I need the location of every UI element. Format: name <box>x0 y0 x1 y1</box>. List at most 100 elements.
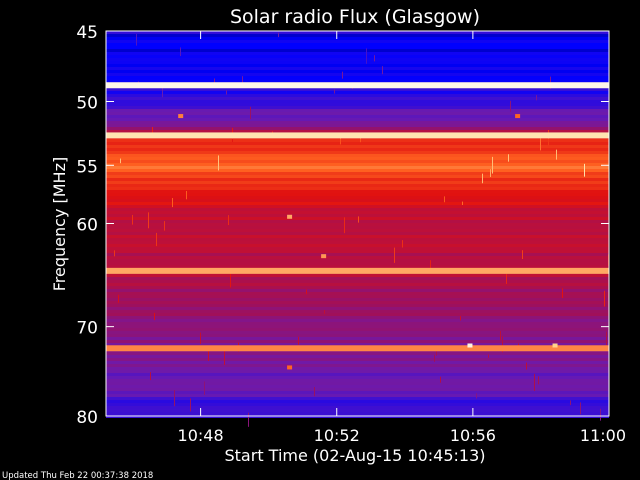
spectrogram-streak <box>430 260 431 274</box>
spectrogram-streak <box>248 412 249 427</box>
spectrogram-streak <box>334 89 335 94</box>
spectrogram-row <box>106 124 609 127</box>
spectrogram-row <box>106 229 609 232</box>
spectrogram-streak <box>306 289 307 295</box>
bright-band <box>106 132 609 139</box>
y-tick-label: 45 <box>76 23 98 43</box>
spectrogram-streak <box>500 331 501 341</box>
spectrogram-row <box>106 52 609 55</box>
spectrogram-row <box>106 115 609 118</box>
spectrogram-row <box>106 208 609 211</box>
spectrogram-streak <box>120 158 121 164</box>
spectrogram-row <box>106 319 609 322</box>
spectrogram-row <box>106 217 609 220</box>
spectrogram-streak <box>604 290 605 307</box>
spectrogram-streak <box>186 190 187 200</box>
spectrogram-row <box>106 166 609 169</box>
spectrogram-row <box>106 283 609 286</box>
burst-spot <box>321 254 327 259</box>
spectrogram-row <box>106 364 609 367</box>
x-tick-label: 10:48 <box>178 426 224 445</box>
spectrogram-row <box>106 343 609 346</box>
spectrogram-row <box>106 301 609 304</box>
spectrogram-row <box>106 70 609 73</box>
spectrogram-streak <box>360 134 361 143</box>
burst-spot <box>287 214 293 219</box>
spectrogram-row <box>106 139 609 142</box>
spectrogram-row <box>106 118 609 121</box>
spectrogram-row <box>106 67 609 70</box>
spectrogram-row <box>106 226 609 229</box>
spectrogram-row <box>106 334 609 337</box>
spectrogram-row <box>106 220 609 223</box>
spectrogram-row <box>106 397 609 400</box>
spectrogram-row <box>106 289 609 292</box>
spectrogram-row <box>106 250 609 253</box>
spectrogram-row <box>106 313 609 316</box>
spectrogram-streak <box>402 240 403 248</box>
spectrogram-streak <box>584 163 585 177</box>
spectrogram-streak <box>340 137 341 145</box>
spectrogram-row <box>106 175 609 178</box>
spectrogram-row <box>106 40 609 43</box>
spectrogram-row <box>106 262 609 265</box>
spectrogram-streak <box>488 354 489 358</box>
spectrogram-streak <box>208 347 209 361</box>
spectrogram-row <box>106 79 609 82</box>
spectrogram-row <box>106 373 609 376</box>
spectrogram-row <box>106 376 609 379</box>
spectrogram-row <box>106 43 609 46</box>
burst-spot <box>467 343 473 348</box>
spectrogram-image <box>106 31 609 427</box>
y-tick-label: 55 <box>76 157 98 177</box>
spectrogram-row <box>106 331 609 334</box>
spectrogram-row <box>106 130 609 133</box>
bright-band <box>106 345 609 352</box>
spectrogram-streak <box>118 294 119 303</box>
spectrogram-streak <box>526 362 527 370</box>
spectrogram-streak <box>382 66 383 75</box>
spectrogram-row <box>106 274 609 277</box>
spectrogram-row <box>106 121 609 124</box>
x-axis-ticks: 10:48 10:52 10:56 11:00 <box>178 31 626 445</box>
spectrogram-streak <box>506 274 507 284</box>
spectrogram-streak <box>298 336 299 345</box>
spectrogram-row <box>106 31 609 34</box>
spectrogram-row <box>106 394 609 397</box>
spectrogram-row <box>106 46 609 49</box>
y-tick-label: 70 <box>76 319 98 339</box>
spectrogram-streak <box>190 398 191 412</box>
spectrogram-row <box>106 151 609 154</box>
x-tick-label: 10:56 <box>450 426 496 445</box>
x-axis-label: Start Time (02-Aug-15 10:45:13) <box>225 446 486 465</box>
spectrogram-row <box>106 328 609 331</box>
spectrogram-row <box>106 76 609 79</box>
spectrogram-streak <box>374 55 375 62</box>
spectrogram-streak <box>556 149 557 160</box>
y-axis-label: Frequency [MHz] <box>50 157 69 291</box>
spectrogram-streak <box>230 271 231 288</box>
spectrogram-row <box>106 193 609 196</box>
spectrogram-row <box>106 202 609 205</box>
spectrogram-row <box>106 214 609 217</box>
spectrogram-row <box>106 337 609 340</box>
spectrogram-streak <box>204 381 205 395</box>
spectrogram-row <box>106 196 609 199</box>
spectrogram-streak <box>536 95 537 101</box>
spectrogram-row <box>106 259 609 262</box>
spectrogram-row <box>106 253 609 256</box>
spectrogram-row <box>106 370 609 373</box>
spectrogram-row <box>106 91 609 94</box>
spectrogram-streak <box>136 34 137 46</box>
update-timestamp: Updated Thu Feb 22 00:37:38 2018 <box>2 471 153 480</box>
spectrogram-streak <box>490 169 491 177</box>
spectrogram-streak <box>156 232 157 247</box>
spectrogram-row <box>106 61 609 64</box>
spectrogram-streak <box>150 372 151 381</box>
spectrogram-row <box>106 316 609 319</box>
spectrogram-row <box>106 241 609 244</box>
spectrogram-row <box>106 292 609 295</box>
spectrogram-row <box>106 112 609 115</box>
spectrogram-row <box>106 358 609 361</box>
